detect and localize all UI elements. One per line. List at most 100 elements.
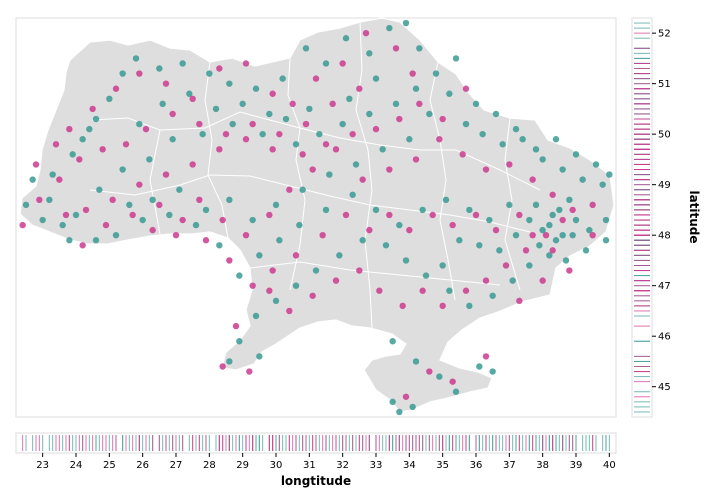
data-point [252, 312, 260, 320]
data-point [276, 130, 283, 138]
data-point [412, 85, 420, 92]
data-point [432, 70, 440, 77]
data-point [356, 85, 363, 92]
data-point [382, 242, 390, 249]
data-point [556, 206, 563, 214]
x-tick-label: 27 [170, 460, 183, 471]
data-point [179, 60, 186, 67]
data-point [559, 231, 566, 239]
data-point [552, 237, 560, 244]
data-point [409, 70, 416, 77]
x-tick-label: 34 [403, 460, 416, 471]
data-point [282, 115, 290, 123]
y-tick-label: 48 [658, 231, 671, 242]
data-point [156, 65, 163, 72]
data-point [422, 272, 430, 279]
data-point [386, 166, 393, 173]
data-point [82, 206, 90, 214]
data-point [516, 211, 523, 219]
data-point [159, 100, 166, 108]
data-point [252, 85, 260, 92]
data-point [292, 282, 300, 289]
data-point [39, 216, 46, 224]
x-tick-label: 29 [236, 460, 249, 471]
x-tick-label: 32 [336, 460, 349, 471]
y-tick-label: 46 [658, 332, 671, 343]
data-point [562, 257, 570, 264]
data-point [376, 287, 383, 294]
data-point [386, 211, 393, 219]
data-point [202, 206, 210, 214]
x-tick-label: 25 [103, 460, 116, 471]
data-point [472, 211, 480, 219]
data-point [586, 226, 593, 234]
ukraine-map [19, 17, 615, 413]
data-point [499, 141, 506, 148]
data-point [476, 242, 483, 249]
data-point [229, 120, 236, 128]
data-point [239, 100, 246, 108]
data-point [359, 176, 366, 183]
data-point [226, 358, 233, 365]
data-point [172, 231, 180, 239]
data-point [446, 287, 453, 294]
data-point [526, 262, 533, 269]
data-point [299, 151, 306, 158]
data-point [162, 171, 170, 178]
data-points [19, 19, 613, 416]
data-point [29, 176, 36, 183]
data-point [482, 277, 490, 284]
data-point [559, 166, 566, 173]
data-point [472, 100, 480, 108]
data-point [216, 146, 223, 153]
data-point [312, 267, 320, 274]
data-point [92, 237, 100, 244]
data-point [339, 60, 346, 67]
data-point [342, 35, 350, 42]
data-point [246, 368, 253, 375]
x-tick-label: 23 [36, 460, 49, 471]
data-point [119, 166, 126, 173]
y-axis-title: latitude [687, 190, 701, 243]
data-point [319, 231, 326, 239]
data-point [366, 110, 373, 118]
data-point [439, 115, 446, 123]
data-point [196, 120, 203, 128]
data-point [539, 226, 546, 234]
data-point [462, 287, 470, 294]
y-tick-label: 52 [658, 29, 671, 40]
data-point [389, 398, 396, 406]
data-point [486, 216, 493, 224]
data-point [482, 166, 490, 173]
data-point [46, 196, 53, 204]
data-point [112, 231, 120, 239]
data-point [162, 80, 170, 87]
data-point [592, 161, 600, 168]
data-point [452, 55, 460, 62]
data-point [509, 277, 516, 284]
data-point [219, 363, 226, 370]
data-point [289, 100, 296, 108]
data-point [332, 146, 340, 153]
y-tick-label: 50 [658, 130, 671, 141]
data-point [386, 24, 393, 32]
data-point [479, 130, 486, 138]
data-point [412, 156, 420, 163]
data-point [186, 90, 193, 97]
data-point [129, 211, 136, 219]
data-point [156, 201, 163, 209]
data-point [236, 272, 243, 279]
data-point [176, 186, 183, 193]
data-point [199, 130, 206, 138]
data-point [496, 247, 503, 254]
data-point [22, 201, 30, 209]
data-point [112, 85, 120, 92]
data-point [602, 216, 610, 224]
data-point [56, 176, 63, 183]
data-point [366, 50, 373, 57]
data-point [266, 287, 273, 294]
data-point [336, 252, 343, 259]
data-point [119, 70, 126, 77]
data-point [132, 55, 140, 62]
data-point [269, 146, 276, 153]
